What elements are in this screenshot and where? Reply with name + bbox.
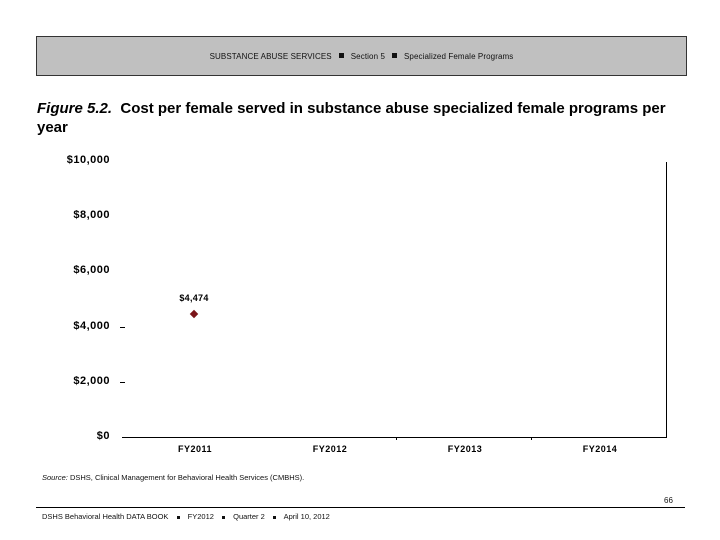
footer-quarter: Quarter 2: [233, 512, 265, 521]
bullet-icon: [176, 515, 180, 519]
y-tick-label: $8,000: [73, 209, 110, 221]
data-point-diamond-icon: [189, 309, 199, 319]
x-category-label: FY2014: [582, 444, 618, 454]
right-axis-line: [666, 162, 667, 438]
square-bullet-icon: [338, 52, 344, 58]
y-tick-label: $2,000: [73, 375, 110, 387]
y-tick-label: $10,000: [66, 154, 110, 166]
square-bullet-icon: [392, 52, 397, 58]
page-number: 66: [664, 496, 673, 505]
y-tick-label: $0: [96, 430, 110, 442]
section-header-banner: SUBSTANCE ABUSE SERVICES Section 5 Speci…: [36, 36, 687, 76]
section-title: SUBSTANCE ABUSE SERVICES: [209, 51, 332, 61]
subsection-title: Specialized Female Programs: [404, 51, 514, 61]
x-category-label: FY2013: [447, 444, 483, 454]
footer-fiscal-year: FY2012: [187, 512, 214, 521]
x-category-label: FY2011: [177, 444, 213, 454]
x-tick-mark: [531, 437, 532, 440]
bullet-icon: [272, 515, 276, 519]
source-note: Source: DSHS, Clinical Management for Be…: [42, 473, 304, 482]
bullet-icon: [222, 515, 226, 519]
y-tick-label: $6,000: [73, 264, 110, 276]
x-tick-mark: [396, 437, 397, 440]
source-text: DSHS, Clinical Management for Behavioral…: [69, 473, 305, 482]
y-tick-mark: [120, 327, 125, 328]
footer-publication: DSHS Behavioral Health DATA BOOK: [42, 512, 169, 521]
x-category-label: FY2012: [312, 444, 348, 454]
figure-title: Figure 5.2. Cost per female served in su…: [37, 99, 677, 137]
y-tick-label: $4,000: [73, 320, 110, 332]
footer-date: April 10, 2012: [283, 512, 330, 521]
y-tick-mark: [120, 382, 125, 383]
figure-number: Figure 5.2.: [37, 100, 113, 117]
source-label: Source:: [42, 473, 68, 482]
x-axis-line: [122, 437, 666, 438]
section-number: Section 5: [350, 51, 385, 61]
figure-caption: Cost per female served in substance abus…: [37, 100, 666, 136]
page-footer: DSHS Behavioral Health DATA BOOK FY2012 …: [42, 512, 330, 521]
footer-divider: [36, 507, 685, 508]
data-label: $4,474: [179, 293, 209, 303]
